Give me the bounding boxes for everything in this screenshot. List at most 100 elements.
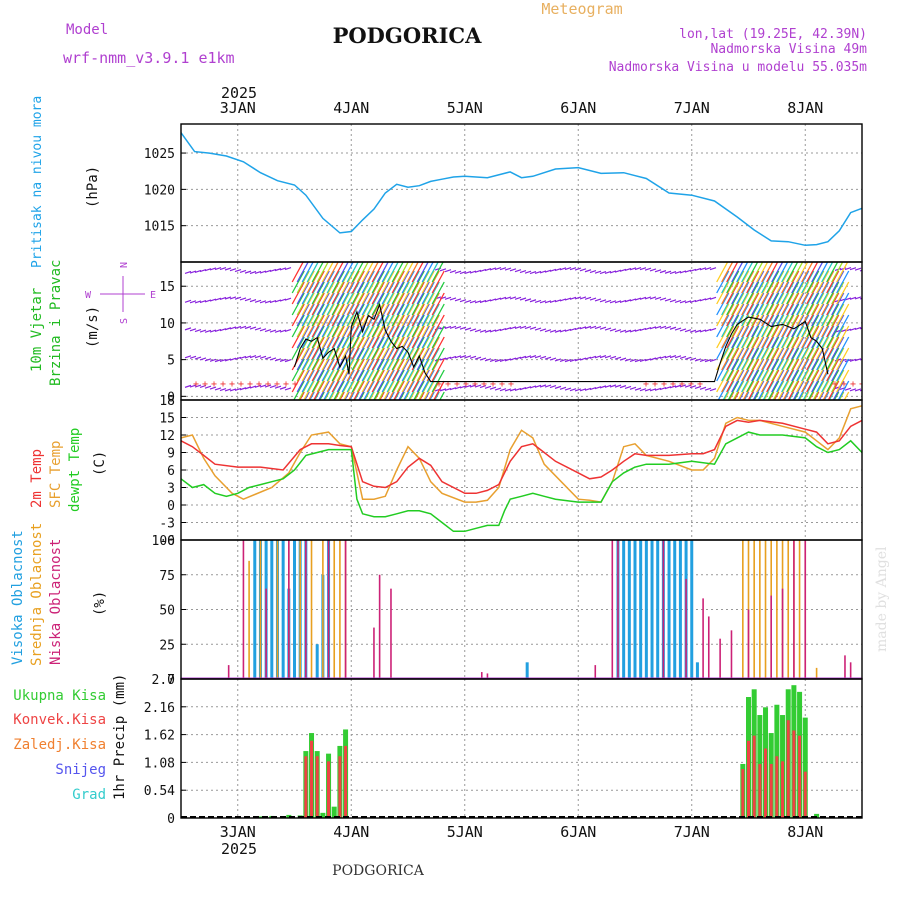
- wind-arrow: [669, 355, 677, 359]
- mid-cloud-bar: [310, 540, 313, 679]
- wind-arrow: [336, 336, 350, 360]
- wind-arrow: [439, 268, 447, 272]
- wind-arrow: [284, 359, 292, 363]
- wind-arrow: [416, 347, 430, 371]
- wind-arrow: [494, 297, 502, 301]
- wind-arrow: [296, 303, 310, 327]
- wind-arrow: [539, 300, 547, 304]
- date-tick-top: 6JAN: [560, 99, 596, 117]
- wind-arrow: [306, 281, 320, 305]
- wind-arrow: [811, 336, 825, 360]
- wind-arrow: [336, 369, 350, 393]
- wind-arrow: [826, 336, 840, 360]
- wind-arrow: [726, 325, 740, 349]
- wind-arrow: [806, 336, 820, 360]
- conv-precip-bar: [310, 740, 314, 818]
- wind-arrow: [549, 385, 557, 389]
- wind-arrow: [224, 388, 232, 392]
- wind-arrow: [781, 347, 795, 371]
- wind-arrow: [351, 358, 365, 382]
- y-tick-label: -6: [159, 534, 175, 549]
- wind-arrow: [499, 358, 507, 363]
- wind-arrow: [259, 328, 267, 332]
- wind-arrow: [756, 262, 769, 283]
- wind-arrow: [361, 292, 375, 316]
- low-cloud-bar: [327, 540, 330, 679]
- wind-arrow: [826, 325, 840, 349]
- wind-arrow: [346, 336, 360, 360]
- wind-arrow: [554, 358, 562, 362]
- wind-arrow: [716, 281, 730, 305]
- wind-field: + + + + + + + + + + + + + + + + + + + + + + + + + + + + + + + +: [184, 262, 862, 400]
- wind-unit: (m/s): [85, 306, 101, 348]
- conv-precip-bar: [781, 761, 785, 818]
- wind-gust-mark: +: [283, 379, 289, 390]
- wind-arrow: [786, 369, 800, 393]
- precip-unit: 1hr Precip (mm): [112, 674, 128, 800]
- wind-arrow: [574, 296, 582, 300]
- date-tick-bottom: 6JAN: [560, 823, 596, 841]
- wind-arrow: [721, 347, 735, 371]
- wind-arrow: [371, 369, 385, 393]
- wind-arrow: [644, 296, 652, 300]
- footer-station: PODGORICA: [332, 863, 425, 879]
- wind-arrow: [194, 384, 202, 388]
- wind-arrow: [699, 386, 707, 390]
- low-cloud-bar: [844, 655, 846, 679]
- wind-arrow: [761, 325, 775, 349]
- wind-arrow: [184, 299, 192, 303]
- wind-arrow: [821, 292, 835, 316]
- wind-arrow: [746, 369, 760, 393]
- wind-arrow: [366, 369, 380, 393]
- wind-arrow: [484, 267, 492, 272]
- wind-arrow: [816, 314, 830, 338]
- wind-arrow: [214, 297, 222, 301]
- wind-arrow: [736, 292, 750, 316]
- wind-gust-mark: +: [508, 379, 514, 390]
- low-cloud-bar: [719, 638, 721, 679]
- wind-arrow: [326, 336, 340, 360]
- wind-arrow: [574, 327, 582, 331]
- wind-arrow: [639, 296, 647, 300]
- wind-arrow: [356, 358, 370, 382]
- wind-arrow: [356, 270, 370, 294]
- wind-arrow: [654, 356, 662, 360]
- wind-arrow: [454, 270, 462, 274]
- wind-arrow: [806, 347, 820, 371]
- wind-arrow: [654, 269, 662, 273]
- wind-arrow: [539, 355, 547, 359]
- wind-arrow: [549, 329, 557, 333]
- model-label: Model: [66, 22, 108, 38]
- wind-arrow: [189, 270, 197, 274]
- low-cloud-bar: [849, 662, 852, 679]
- wind-arrow: [816, 262, 829, 283]
- wind-arrow: [654, 325, 662, 329]
- wind-arrow: [414, 391, 420, 400]
- wind-arrow: [716, 303, 730, 327]
- wind-arrow: [509, 268, 517, 272]
- wind-arrow: [479, 329, 487, 333]
- wind-arrow: [316, 292, 330, 316]
- wind-arrow: [326, 325, 340, 349]
- wind-gust-mark: +: [670, 379, 676, 390]
- low-cloud-bar: [804, 540, 807, 679]
- wind-arrow: [584, 269, 592, 273]
- wind-arrow: [589, 325, 597, 329]
- wind-arrow: [351, 347, 365, 371]
- high-cloud-bar: [525, 662, 529, 679]
- low-cloud-bar: [707, 616, 710, 679]
- date-tick-top: 3JAN: [220, 99, 256, 117]
- wind-arrow: [396, 270, 410, 294]
- wind-arrow: [331, 292, 345, 316]
- wind-arrow: [224, 267, 232, 271]
- wind-arrow: [284, 267, 292, 271]
- wind-arrow: [786, 314, 800, 338]
- wind-arrow: [831, 314, 845, 338]
- wind-arrow: [751, 262, 764, 283]
- wind-arrow: [301, 369, 315, 393]
- y-tick-label: 15: [159, 412, 175, 427]
- total-precip-bar: [286, 814, 292, 818]
- wind-arrow: [549, 299, 557, 304]
- wind-arrow: [741, 325, 755, 349]
- wind-arrow: [771, 262, 784, 283]
